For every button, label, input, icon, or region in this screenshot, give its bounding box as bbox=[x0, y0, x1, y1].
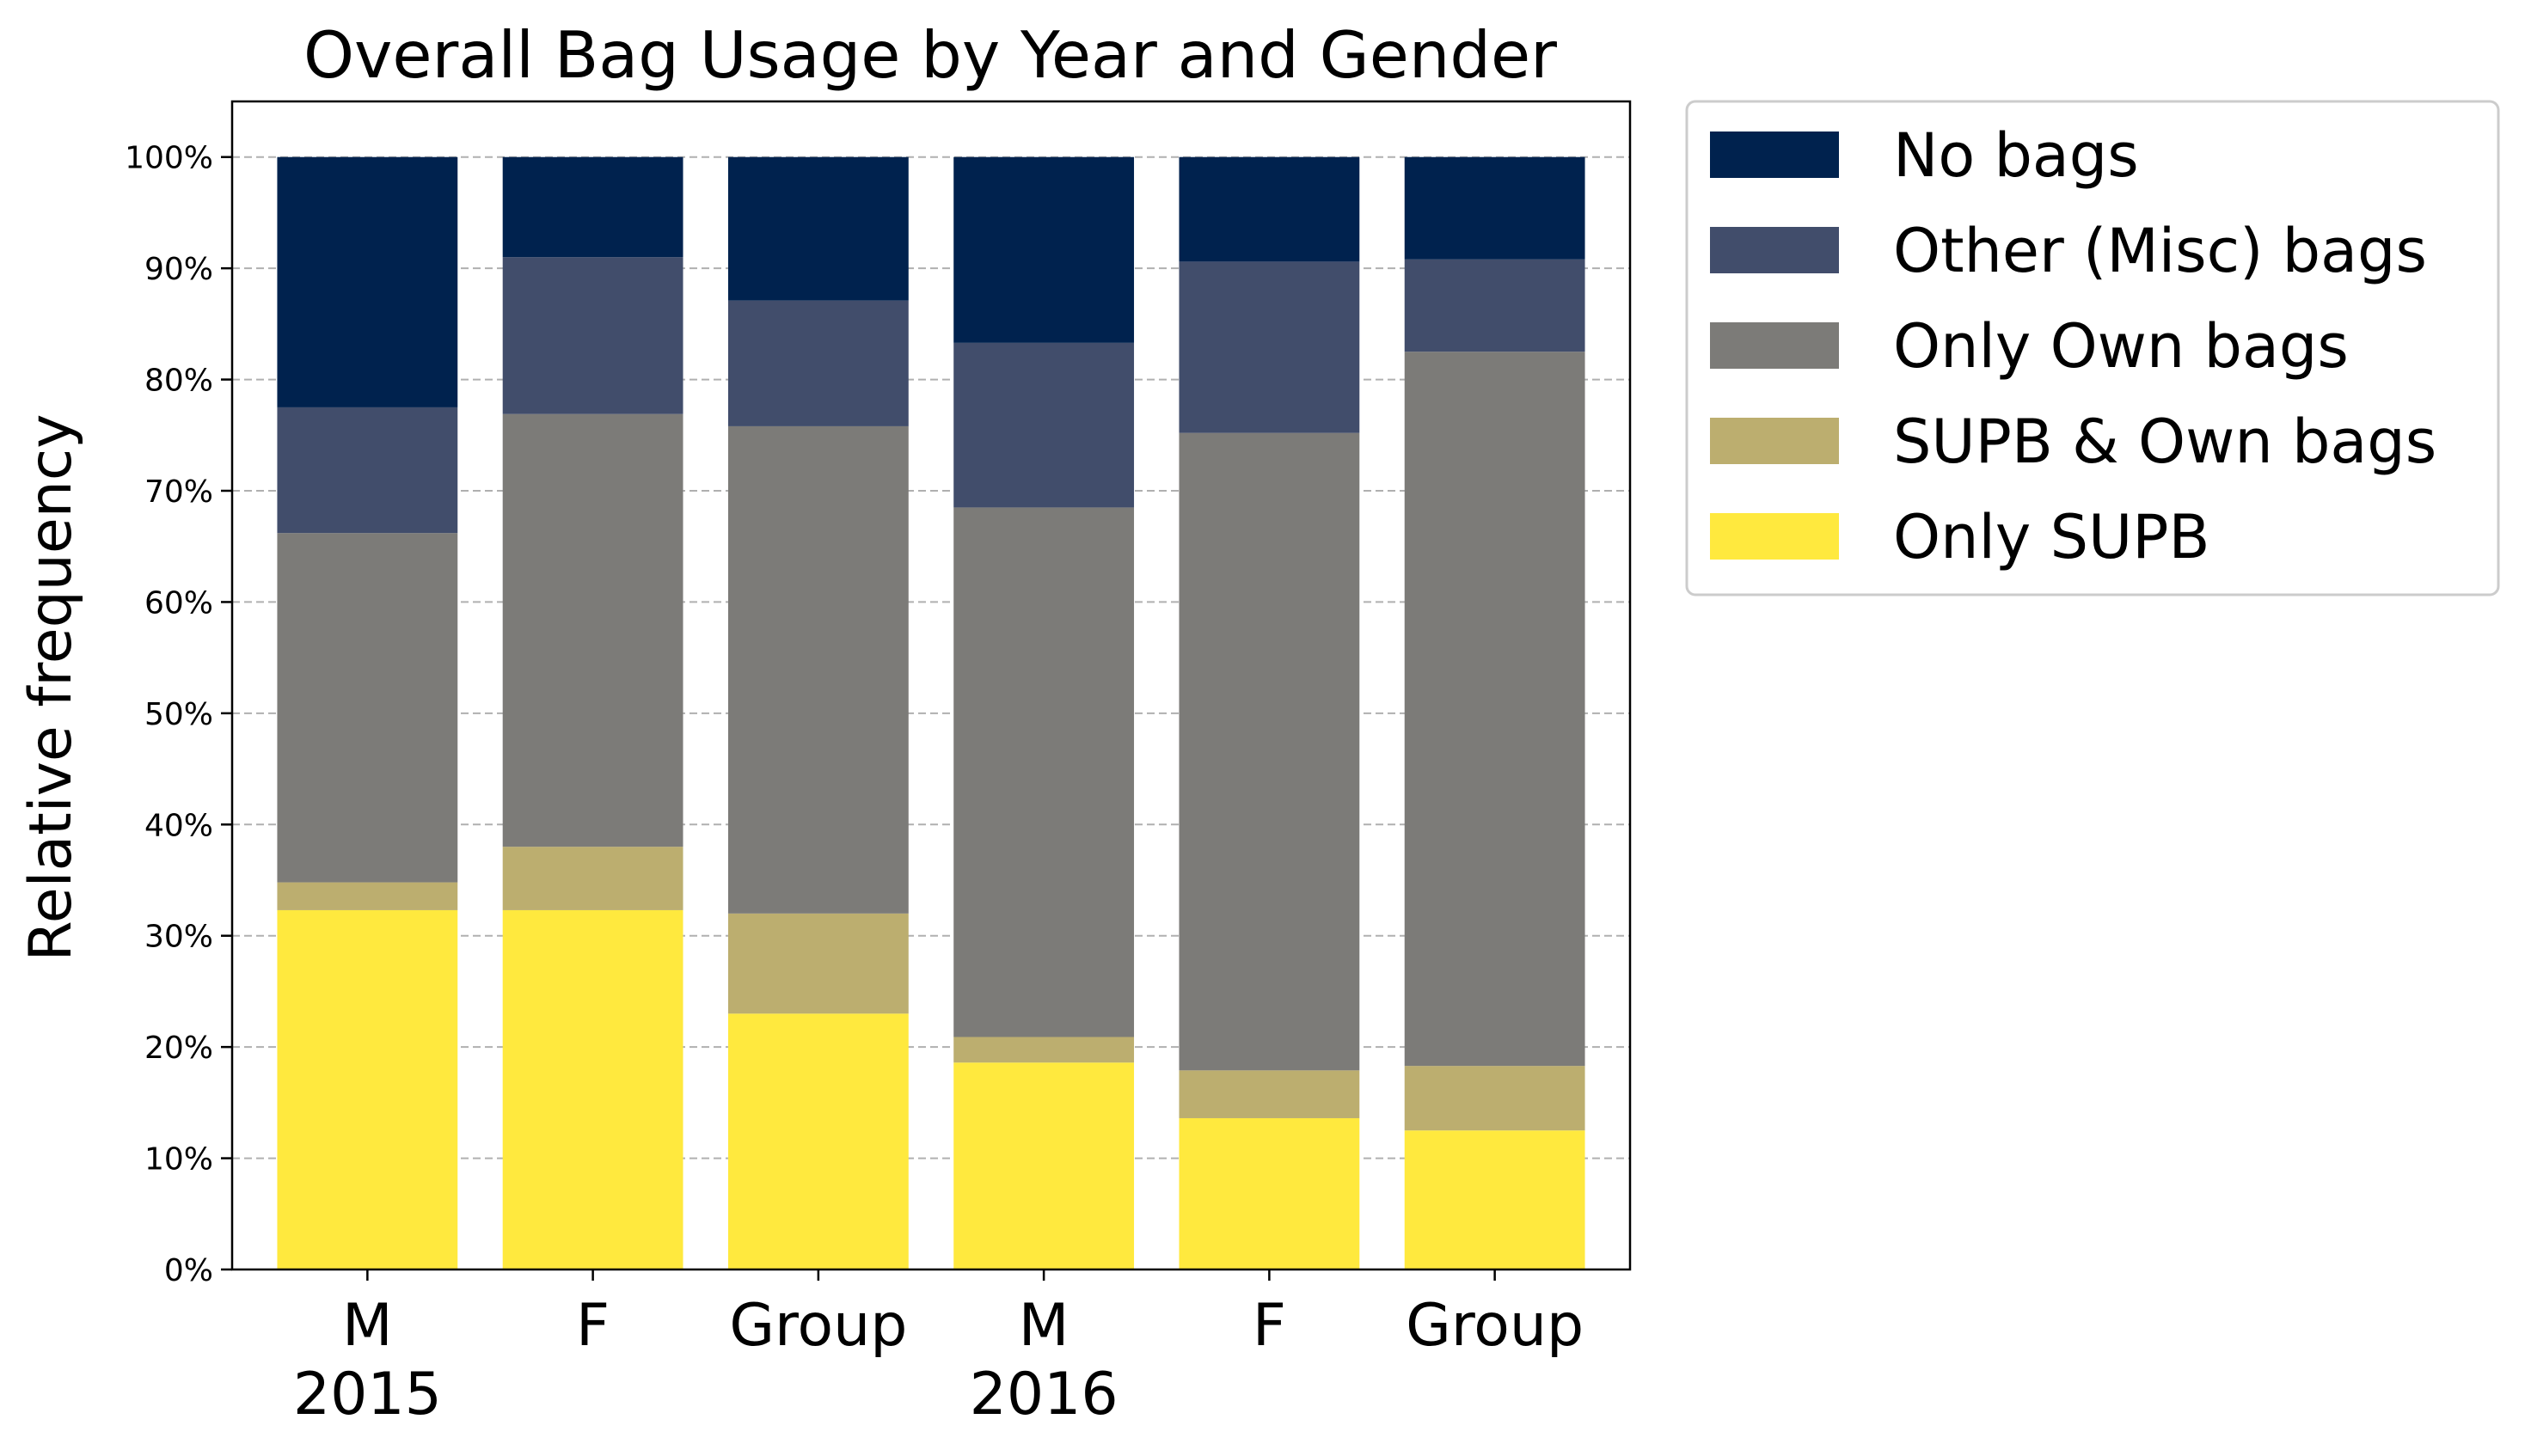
bar-segment-supb-own-bags bbox=[1179, 1070, 1360, 1118]
y-tick-label: 60% bbox=[144, 585, 213, 621]
y-tick-label: 40% bbox=[144, 808, 213, 843]
bar-segment-no-bags bbox=[953, 156, 1135, 343]
x-tick-label: M bbox=[1019, 1292, 1069, 1360]
legend-label: Only Own bags bbox=[1893, 311, 2349, 382]
y-tick-label: 90% bbox=[144, 252, 213, 287]
bar-segment-no-bags bbox=[1179, 156, 1360, 262]
x-axis-ticks: M F Group M F Group 2015 2016 bbox=[293, 1269, 1584, 1428]
plot-frame bbox=[230, 100, 1632, 1271]
x-tick-label: Group bbox=[729, 1292, 907, 1360]
chart-title: Overall Bag Usage by Year and Gender bbox=[303, 17, 1557, 93]
bar-segment-supb-own-bags bbox=[1404, 1066, 1585, 1131]
y-tick-label: 0% bbox=[164, 1253, 213, 1288]
bar-segment-other-misc-bags bbox=[953, 342, 1135, 508]
legend: No bags Other (Misc) bags Only Own bags SUP… bbox=[1685, 100, 2500, 596]
x-tick-label: F bbox=[1253, 1292, 1286, 1360]
legend-label: Only SUPB bbox=[1893, 502, 2210, 572]
bar-segment-supb-own-bags bbox=[727, 913, 909, 1014]
legend-swatch bbox=[1710, 227, 1839, 273]
legend-label: SUPB & Own bags bbox=[1893, 407, 2436, 477]
x-tick-label: F bbox=[576, 1292, 610, 1360]
gridlines bbox=[232, 156, 1630, 1270]
x-group-label: 2015 bbox=[293, 1361, 442, 1428]
bar-segment-only-supb bbox=[727, 1013, 909, 1269]
y-axis-label: Relative frequency bbox=[17, 414, 85, 962]
y-tick-label: 30% bbox=[144, 920, 213, 955]
bar-segment-only-supb bbox=[1179, 1117, 1360, 1269]
y-tick-label: 10% bbox=[144, 1142, 213, 1178]
bar-segment-no-bags bbox=[727, 156, 909, 301]
legend-swatch bbox=[1710, 322, 1839, 369]
legend-label: Other (Misc) bags bbox=[1893, 216, 2427, 286]
bars bbox=[277, 156, 1585, 1269]
bar-segment-other-misc-bags bbox=[1404, 259, 1585, 352]
bar-segment-other-misc-bags bbox=[277, 407, 458, 534]
bar-segment-supb-own-bags bbox=[502, 847, 683, 910]
y-tick-label: 50% bbox=[144, 697, 213, 732]
y-tick-label: 100% bbox=[125, 141, 213, 176]
bar-segment-other-misc-bags bbox=[727, 300, 909, 426]
bar-segment-only-own-bags bbox=[727, 425, 909, 914]
bar-segment-other-misc-bags bbox=[502, 257, 683, 414]
bar-segment-no-bags bbox=[502, 156, 683, 258]
y-tick-label: 80% bbox=[144, 364, 213, 399]
bar-segment-supb-own-bags bbox=[953, 1037, 1135, 1063]
legend-label: No bags bbox=[1893, 120, 2139, 191]
bar-segment-only-own-bags bbox=[502, 413, 683, 847]
legend-box bbox=[1685, 100, 2500, 596]
bar-segment-only-own-bags bbox=[1179, 432, 1360, 1071]
bar-segment-other-misc-bags bbox=[1179, 261, 1360, 433]
legend-swatch bbox=[1710, 132, 1839, 178]
x-group-label: 2016 bbox=[970, 1361, 1118, 1428]
y-tick-label: 20% bbox=[144, 1031, 213, 1066]
x-tick-label: Group bbox=[1406, 1292, 1584, 1360]
y-axis-ticks: 0% 10% 20% 30% 40% 50% 60% 70% 80% 90% 100% bbox=[125, 141, 232, 1288]
bar-segment-supb-own-bags bbox=[277, 882, 458, 910]
bar-segment-only-supb bbox=[502, 909, 683, 1269]
legend-swatch bbox=[1710, 513, 1839, 560]
y-tick-label: 70% bbox=[144, 474, 213, 510]
bar-segment-only-supb bbox=[277, 909, 458, 1269]
legend-swatch bbox=[1710, 418, 1839, 464]
bar-segment-only-own-bags bbox=[1404, 352, 1585, 1067]
bar-segment-no-bags bbox=[277, 156, 458, 407]
bar-segment-only-supb bbox=[953, 1062, 1135, 1269]
bar-segment-only-own-bags bbox=[953, 507, 1135, 1037]
x-tick-label: M bbox=[342, 1292, 393, 1360]
bar-segment-no-bags bbox=[1404, 156, 1585, 260]
bar-segment-only-own-bags bbox=[277, 533, 458, 883]
bar-segment-only-supb bbox=[1404, 1130, 1585, 1269]
